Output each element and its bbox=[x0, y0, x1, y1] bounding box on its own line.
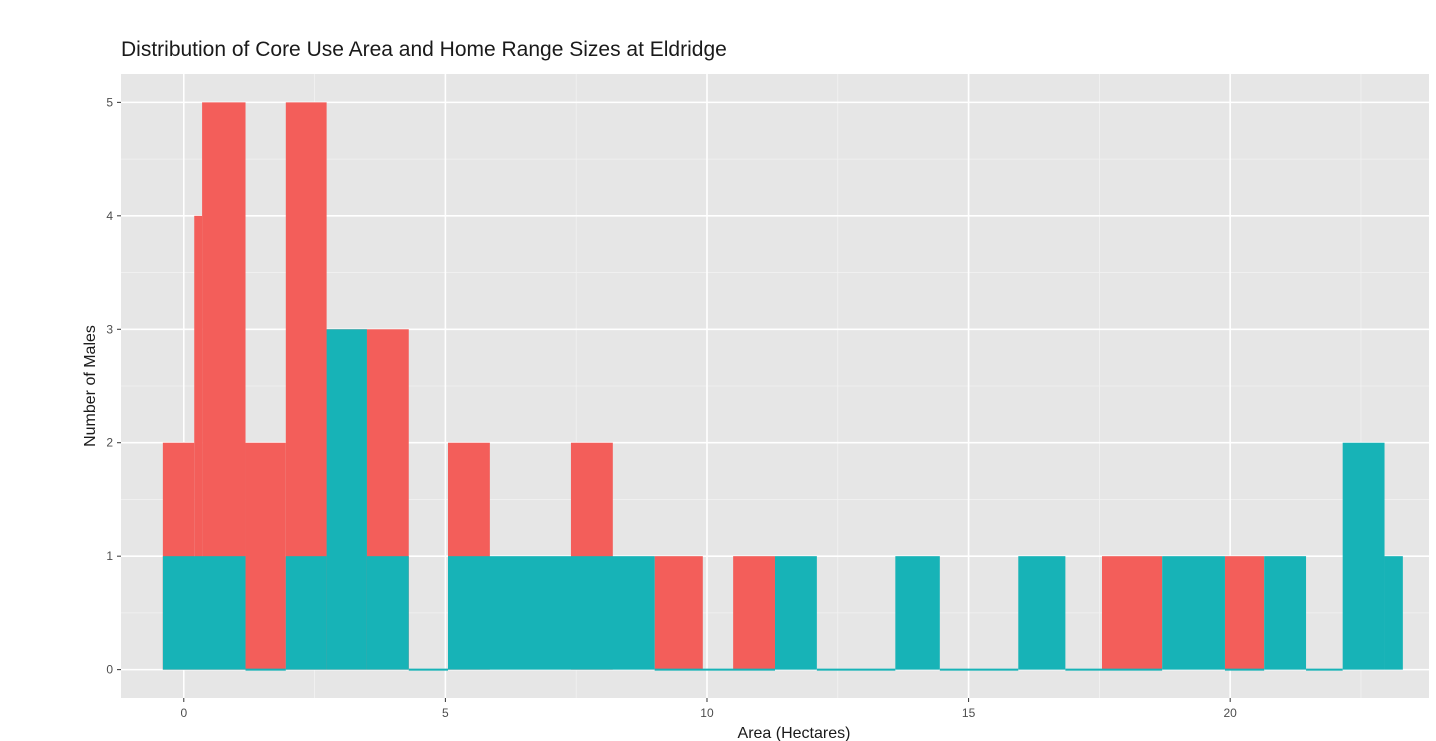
y-tick-label: 5 bbox=[106, 95, 113, 109]
histogram-bar bbox=[448, 556, 655, 670]
x-tick-label: 20 bbox=[1224, 706, 1238, 720]
y-tick-label: 2 bbox=[106, 436, 113, 450]
histogram-bar bbox=[895, 556, 940, 670]
y-tick-label: 0 bbox=[106, 663, 113, 677]
histogram-bar-empty bbox=[245, 668, 286, 671]
y-axis: 0 1 2 3 4 5 bbox=[106, 95, 121, 677]
histogram-bar bbox=[1224, 556, 1265, 670]
y-tick-label: 1 bbox=[106, 549, 113, 563]
bars-series-teal bbox=[162, 329, 1403, 671]
histogram-bar-empty bbox=[816, 668, 896, 671]
histogram-bar-empty bbox=[1065, 668, 1163, 671]
x-tick-label: 15 bbox=[962, 706, 976, 720]
histogram-bar bbox=[366, 556, 409, 670]
x-axis-title: Area (Hectares) bbox=[738, 725, 851, 741]
histogram-bar bbox=[1264, 556, 1307, 670]
y-tick-label: 4 bbox=[106, 209, 113, 223]
histogram-bar-empty bbox=[939, 668, 1019, 671]
histogram-bar-empty bbox=[1224, 668, 1265, 671]
histogram-bar bbox=[285, 556, 327, 670]
x-tick-label: 0 bbox=[180, 706, 187, 720]
histogram-bar-empty bbox=[1306, 668, 1343, 671]
y-tick-label: 3 bbox=[106, 322, 113, 336]
histogram-bar bbox=[194, 215, 203, 670]
histogram-bar bbox=[1384, 556, 1403, 670]
y-axis-title: Number of Males bbox=[82, 325, 99, 447]
chart-title: Distribution of Core Use Area and Home R… bbox=[121, 38, 727, 61]
histogram-bar bbox=[1018, 556, 1066, 670]
histogram-bar-empty bbox=[654, 668, 775, 671]
histogram-bar bbox=[1102, 556, 1163, 670]
x-tick-label: 10 bbox=[700, 706, 714, 720]
x-tick-label: 5 bbox=[442, 706, 449, 720]
histogram-bar-empty bbox=[408, 668, 448, 671]
histogram-bar bbox=[1342, 442, 1385, 670]
histogram-bar bbox=[654, 556, 703, 670]
histogram-bar bbox=[733, 556, 775, 670]
histogram-bar bbox=[162, 556, 246, 670]
histogram-bar bbox=[1162, 556, 1225, 670]
histogram-bar bbox=[326, 329, 367, 670]
histogram-bar bbox=[775, 556, 817, 670]
histogram-bar bbox=[245, 442, 286, 670]
x-axis: 0 5 10 15 20 bbox=[180, 698, 1237, 720]
